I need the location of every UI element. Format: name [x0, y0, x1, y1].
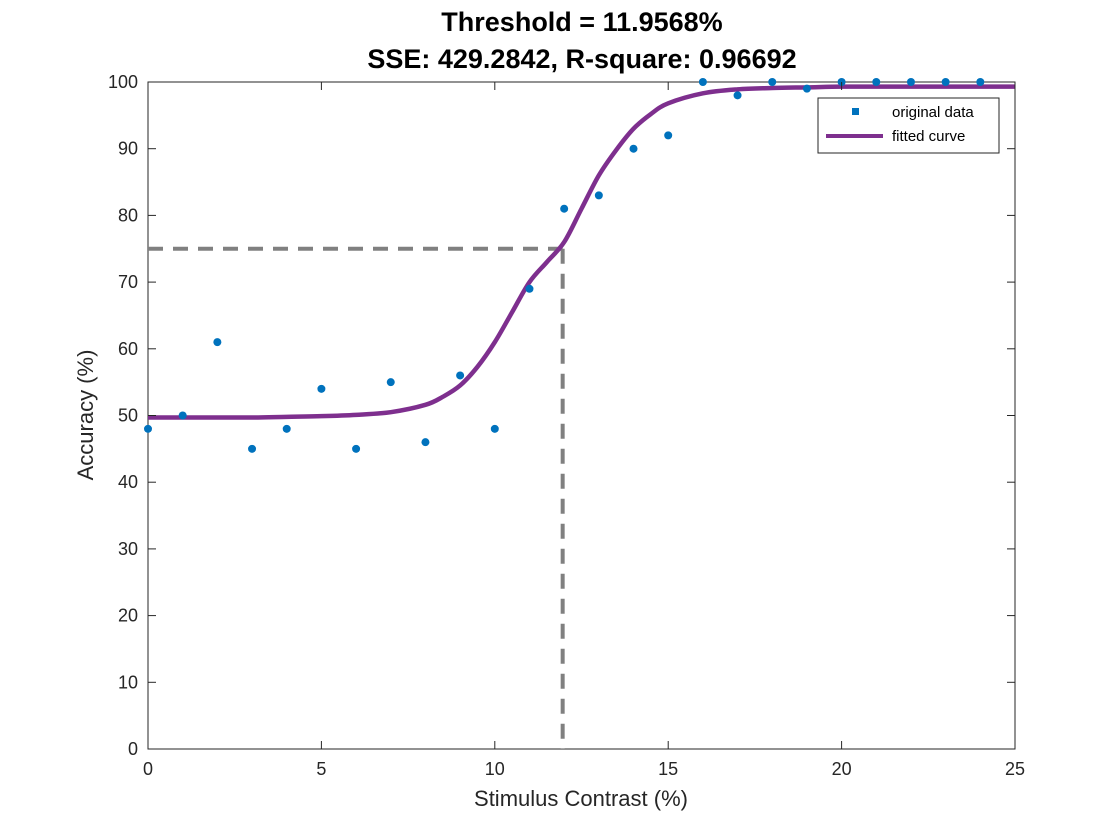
y-tick-label: 20	[118, 606, 138, 626]
legend-box	[817, 97, 1000, 154]
data-point	[178, 411, 187, 420]
legend-marker-original-data	[852, 108, 859, 115]
data-point	[352, 444, 361, 453]
legend-label-fitted-curve: fitted curve	[892, 128, 965, 145]
y-tick-label: 10	[118, 672, 138, 692]
y-tick-label: 50	[118, 406, 138, 426]
data-point	[456, 371, 465, 380]
y-axis-label: Accuracy (%)	[73, 350, 98, 481]
data-point	[386, 378, 395, 387]
data-point	[872, 78, 881, 86]
y-axis-ticks: 0 10 20 30 40 50 60 70 80 90 100	[108, 72, 1015, 759]
legend: original data fitted curve	[817, 97, 1000, 154]
chart-title-line-2: SSE: 429.2842, R-square: 0.96692	[367, 44, 796, 74]
data-point	[421, 438, 430, 447]
data-point	[560, 204, 569, 213]
data-point	[525, 284, 534, 293]
fitted-curve-line	[148, 84, 1015, 420]
fitted-curve-layer	[148, 84, 1015, 420]
data-point	[213, 338, 222, 347]
y-tick-label: 100	[108, 72, 138, 92]
y-tick-label: 40	[118, 472, 138, 492]
x-tick-label: 0	[143, 759, 153, 779]
chart-title-line-1: Threshold = 11.9568%	[441, 7, 722, 37]
data-point	[733, 91, 742, 100]
y-tick-label: 30	[118, 539, 138, 559]
y-tick-label: 80	[118, 205, 138, 225]
data-point	[248, 444, 257, 453]
legend-label-original-data: original data	[892, 104, 974, 121]
data-point	[941, 78, 950, 86]
data-point	[629, 144, 638, 153]
data-point	[906, 78, 915, 86]
threshold-guides	[148, 246, 565, 749]
data-point	[282, 424, 291, 433]
data-points-layer	[144, 78, 985, 453]
data-point	[664, 131, 673, 140]
y-tick-label: 90	[118, 139, 138, 159]
data-point	[976, 78, 985, 86]
y-tick-label: 60	[118, 339, 138, 359]
data-point	[144, 424, 152, 433]
x-axis-label: Stimulus Contrast (%)	[474, 786, 688, 811]
x-tick-label: 5	[316, 759, 326, 779]
data-point	[594, 191, 603, 200]
x-tick-label: 10	[485, 759, 505, 779]
data-point	[768, 78, 777, 86]
x-tick-label: 20	[832, 759, 852, 779]
data-point	[802, 84, 811, 93]
y-tick-label: 70	[118, 272, 138, 292]
data-point	[698, 78, 707, 86]
x-tick-label: 15	[658, 759, 678, 779]
x-axis-ticks: 0 5 10 15 20 25	[143, 82, 1025, 779]
data-point	[490, 424, 499, 433]
x-tick-label: 25	[1005, 759, 1025, 779]
data-point	[317, 384, 326, 393]
y-tick-label: 0	[128, 739, 138, 759]
